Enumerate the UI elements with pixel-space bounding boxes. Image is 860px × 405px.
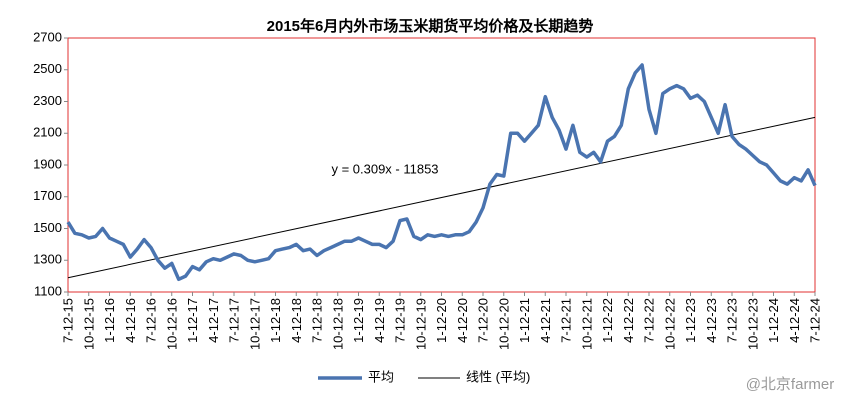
x-tick-label: 1-12-17 [185,298,200,343]
x-tick-label: 7-12-18 [310,298,325,343]
x-tick-label: 1-12-16 [102,298,117,343]
trend-equation: y = 0.309x - 11853 [331,161,438,176]
x-tick-label: 1-12-19 [351,298,366,343]
x-tick-label: 4-12-17 [206,298,221,343]
x-tick-label: 4-12-21 [538,298,553,343]
x-tick-label: 4-12-23 [704,298,719,343]
chart-title: 2015年6月内外市场玉米期货平均价格及长期趋势 [267,17,594,35]
x-tick-label: 4-12-22 [621,298,636,343]
legend-label: 线性 (平均) [466,369,530,384]
x-tick-label: 1-12-18 [268,298,283,343]
x-tick-label: 4-12-19 [372,298,387,343]
x-tick-label: 10-12-15 [81,298,96,350]
watermark: @北京farmer [746,376,835,393]
x-tick-label: 7-12-21 [559,298,574,343]
x-tick-label: 1-12-20 [434,298,449,343]
y-tick-label: 1900 [33,156,62,171]
trend-line [67,116,816,279]
series-line [66,63,817,282]
x-tick-label: 7-12-17 [227,298,242,343]
x-tick-label: 10-12-22 [662,298,677,350]
x-tick-label: 4-12-24 [787,298,802,343]
x-tick-label: 4-12-20 [455,298,470,343]
y-tick-label: 2700 [33,29,62,44]
y-tick-label: 2100 [33,125,62,140]
x-tick-label: 1-12-21 [517,298,532,343]
legend-label: 平均 [368,369,394,384]
x-tick-label: 7-12-22 [642,298,657,343]
x-tick-label: 10-12-23 [745,298,760,350]
x-tick-label: 7-12-23 [725,298,740,343]
x-tick-label: 10-12-18 [330,298,345,350]
x-tick-label: 10-12-21 [579,298,594,350]
x-tick-label: 7-12-15 [61,298,76,343]
y-tick-label: 1300 [33,252,62,267]
y-tick-label: 1700 [33,188,62,203]
x-tick-label: 10-12-20 [496,298,511,350]
x-tick-label: 7-12-20 [476,298,491,343]
y-tick-label: 1500 [33,220,62,235]
y-tick-label: 2300 [33,93,62,108]
y-tick-label: 2500 [33,61,62,76]
x-tick-label: 10-12-19 [413,298,428,350]
x-tick-label: 4-12-16 [123,298,138,343]
x-tick-label: 4-12-18 [289,298,304,343]
x-tick-label: 10-12-16 [164,298,179,350]
x-tick-label: 7-12-19 [393,298,408,343]
x-tick-label: 7-12-24 [808,298,823,343]
x-tick-label: 1-12-23 [683,298,698,343]
x-tick-label: 7-12-16 [144,298,159,343]
x-tick-label: 1-12-24 [766,298,781,343]
x-tick-label: 1-12-22 [600,298,615,343]
y-tick-label: 1100 [34,283,62,298]
x-tick-label: 10-12-17 [247,298,262,350]
